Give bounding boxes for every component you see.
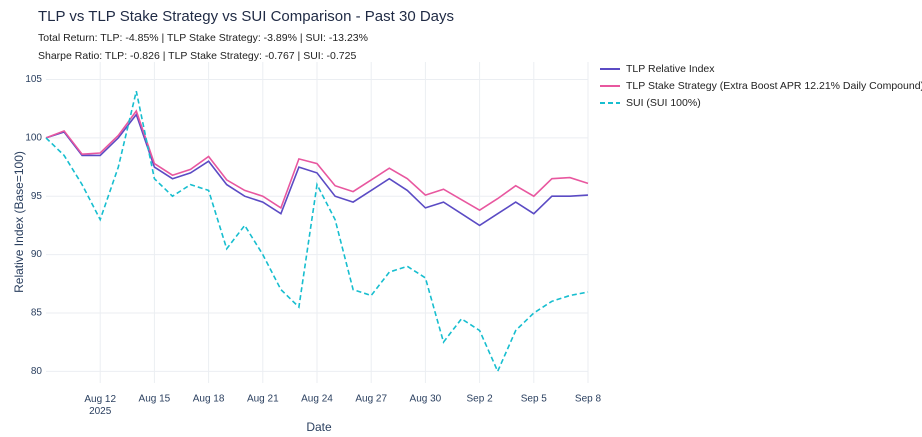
legend-label: SUI (SUI 100%) [626, 97, 701, 109]
y-tick-label: 100 [25, 133, 42, 144]
x-tick-label: Aug 27 [355, 394, 387, 405]
data-line [45, 109, 589, 212]
y-tick-label: 95 [31, 191, 43, 202]
x-tick-label: Sep 5 [521, 394, 548, 405]
y-tick-label: 105 [25, 74, 42, 85]
subtitle: Total Return: TLP: -4.85% | TLP Stake St… [38, 32, 368, 44]
legend-label: TLP Stake Strategy (Extra Boost APR 12.2… [626, 80, 922, 92]
x-tick-label: Aug 18 [193, 394, 225, 405]
x-axis-title: Date [306, 420, 332, 434]
x-tick-label: Aug 30 [410, 394, 442, 405]
data-line [45, 91, 589, 374]
y-tick-label: 90 [31, 249, 43, 260]
y-tick-label: 85 [31, 308, 43, 319]
y-tick-label: 80 [31, 366, 43, 377]
x-tick-label: Aug 15 [139, 394, 171, 405]
legend-label: TLP Relative Index [626, 63, 715, 75]
x-tick-label: Aug 21 [247, 394, 279, 405]
y-axis-title: Relative Index (Base=100) [12, 151, 26, 293]
x-tick-label: Aug 12 2025 [84, 394, 116, 417]
chart-title: TLP vs TLP Stake Strategy vs SUI Compari… [38, 8, 454, 25]
x-tick-label: Aug 24 [301, 394, 333, 405]
x-tick-label: Sep 8 [575, 394, 602, 405]
x-tick-label: Sep 2 [467, 394, 494, 405]
subtitle: Sharpe Ratio: TLP: -0.826 | TLP Stake St… [38, 50, 356, 62]
data-line [45, 112, 589, 227]
